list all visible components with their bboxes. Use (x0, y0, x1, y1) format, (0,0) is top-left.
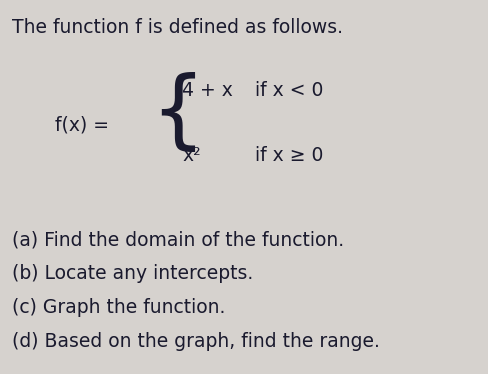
Text: The function f is defined as follows.: The function f is defined as follows. (12, 18, 342, 37)
Text: (c) Graph the function.: (c) Graph the function. (12, 298, 225, 317)
Text: {: { (150, 71, 204, 154)
Text: (b) Locate any intercepts.: (b) Locate any intercepts. (12, 264, 253, 283)
Text: (d) Based on the graph, find the range.: (d) Based on the graph, find the range. (12, 332, 379, 351)
Text: f(x) =: f(x) = (55, 116, 109, 135)
Text: x²: x² (182, 145, 200, 165)
Text: if x < 0: if x < 0 (254, 80, 323, 99)
Text: if x ≥ 0: if x ≥ 0 (254, 145, 323, 165)
Text: 4 + x: 4 + x (182, 80, 232, 99)
Text: (a) Find the domain of the function.: (a) Find the domain of the function. (12, 230, 344, 249)
